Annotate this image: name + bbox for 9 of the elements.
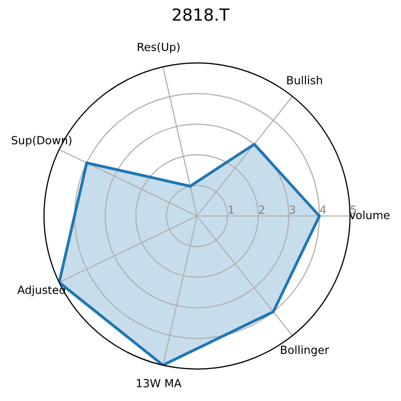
- y-tick-label: 1: [228, 206, 234, 214]
- spoke-label: Bullish: [287, 76, 322, 84]
- y-tick-label: 2: [259, 205, 264, 214]
- y-tick-label: 3: [290, 205, 295, 214]
- spoke-label: Bollinger: [281, 345, 330, 356]
- spoke-label: 13W MA: [136, 378, 182, 388]
- y-tick-label: 4: [320, 206, 326, 214]
- spoke-label: Res(Up): [138, 42, 180, 54]
- chart-title: 2818.T: [172, 8, 230, 21]
